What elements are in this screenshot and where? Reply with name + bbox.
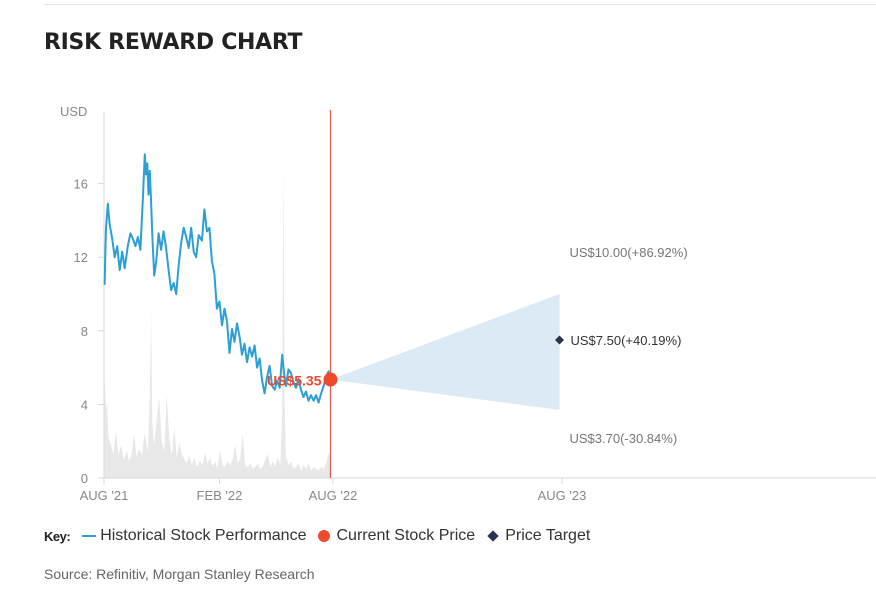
- legend-target: Price Target: [505, 527, 591, 544]
- upside-target-label: US$10.00(+86.92%): [569, 245, 687, 260]
- volume-bars: [104, 165, 331, 478]
- current-legend-swatch: [318, 530, 331, 542]
- y-tick-label: 16: [74, 177, 88, 192]
- current-price-marker: [323, 372, 338, 387]
- source-note: Source: Refinitiv, Morgan Stanley Resear…: [44, 566, 315, 582]
- legend: Key: Historical Stock Performance Curren…: [44, 527, 590, 545]
- y-tick-label: 8: [81, 324, 88, 339]
- y-tick-label: 12: [74, 250, 88, 265]
- y-tick-label: 0: [81, 471, 88, 486]
- price-target-marker: [554, 335, 564, 345]
- target-legend-swatch: [487, 530, 499, 542]
- top-rule: [44, 4, 876, 5]
- current-price-label: US$5.35: [267, 373, 322, 389]
- x-tick-label: FEB '22: [197, 488, 243, 503]
- y-axis-ticks: 0 4 8 12 16: [74, 177, 104, 486]
- risk-reward-chart: 0 4 8 12 16 AUG '21 FEB '22 AUG '22 AUG '23 USD…: [60, 104, 876, 503]
- y-axis-label: USD: [60, 104, 87, 119]
- x-axis-ticks: AUG '21 FEB '22 AUG '22 AUG '23: [80, 478, 587, 503]
- historical-legend-swatch: [82, 535, 97, 537]
- downside-target-label: US$3.70(-30.84%): [569, 431, 677, 446]
- x-tick-label: AUG '22: [309, 488, 358, 503]
- x-tick-label: AUG '21: [80, 488, 129, 503]
- y-tick-label: 4: [81, 397, 88, 412]
- price-target-cone: [330, 294, 560, 410]
- chart-title: RISK REWARD CHART: [44, 30, 303, 55]
- legend-current: Current Stock Price: [336, 527, 476, 544]
- price-targets: US$10.00(+86.92%) US$7.50(+40.19%) US$3.70…: [554, 245, 688, 446]
- price-target-label: US$7.50(+40.19%): [570, 333, 681, 348]
- volume-area: [104, 165, 331, 478]
- x-tick-label: AUG '23: [538, 488, 587, 503]
- legend-title: Key:: [44, 528, 71, 544]
- historical-stock-line: [103, 153, 332, 404]
- legend-historical: Historical Stock Performance: [100, 527, 307, 544]
